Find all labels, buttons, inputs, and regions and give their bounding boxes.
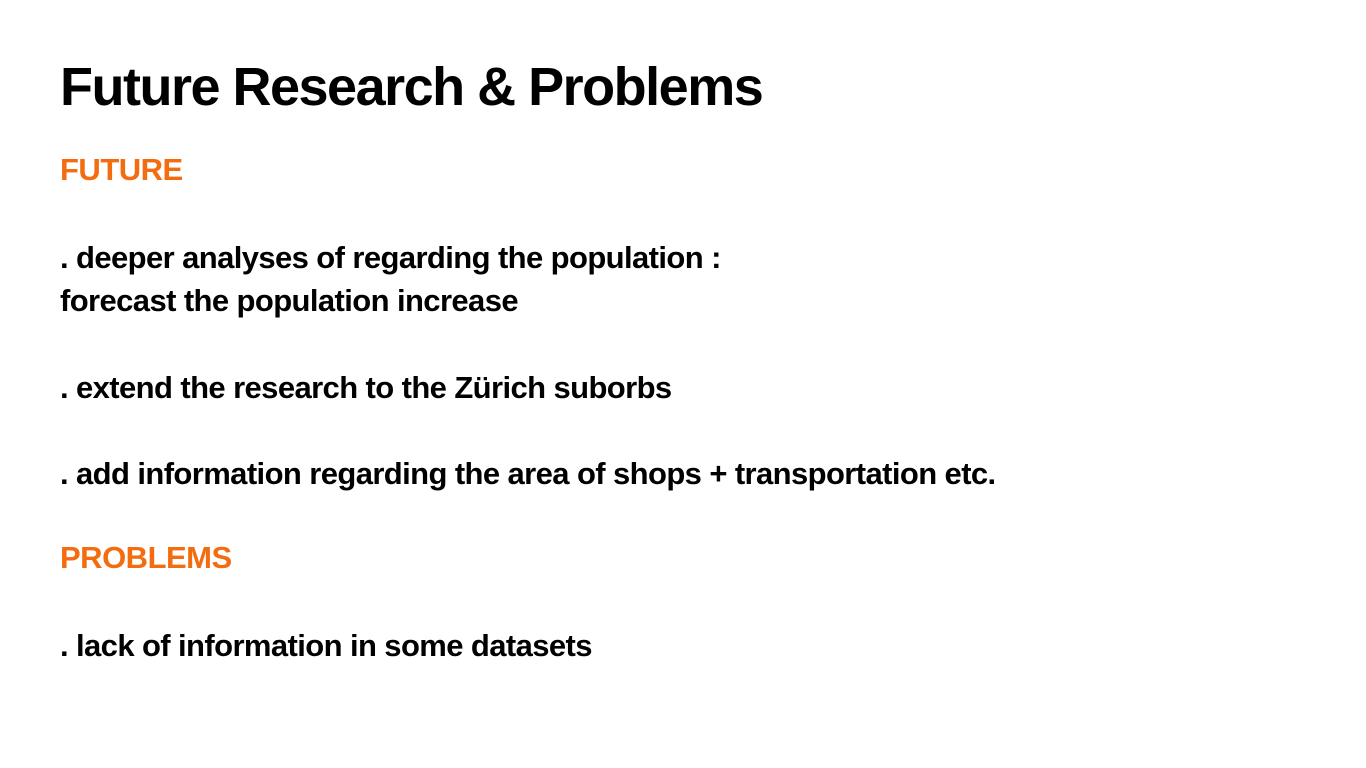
problems-item-lack-of-information-text: . lack of information in some datasets [60, 628, 592, 663]
future-item-population-line-1: . deeper analyses of regarding the popul… [60, 240, 721, 275]
future-item-suburbs-text: . extend the research to the Zürich subo… [60, 370, 672, 405]
problems-heading: PROBLEMS [60, 540, 232, 575]
future-item-suburbs: . extend the research to the Zürich subo… [60, 366, 672, 409]
future-item-shops-transport-text: . add information regarding the area of … [60, 456, 996, 491]
future-item-shops-transport: . add information regarding the area of … [60, 452, 996, 495]
future-heading: FUTURE [60, 152, 183, 187]
problems-item-lack-of-information: . lack of information in some datasets [60, 624, 592, 667]
future-item-population: . deeper analyses of regarding the popul… [60, 236, 721, 322]
slide-title: Future Research & Problems [60, 57, 764, 117]
future-item-population-line-2: forecast the population increase [60, 283, 519, 318]
